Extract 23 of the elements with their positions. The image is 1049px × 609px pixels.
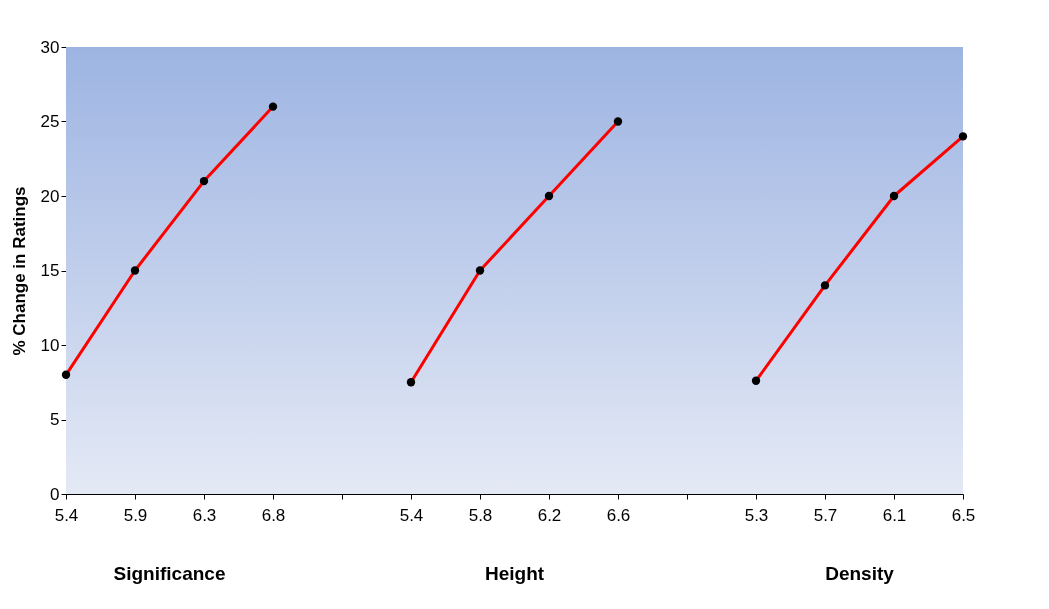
x-tick-label: 5.8 — [468, 505, 493, 525]
x-tick-label: 6.2 — [537, 505, 562, 525]
y-tick-label: 10 — [40, 335, 60, 355]
x-tick-label: 6.1 — [882, 505, 907, 525]
y-tick-label: 20 — [40, 186, 60, 206]
text: Density — [825, 563, 895, 584]
y-tick-label: 15 — [40, 261, 60, 280]
y-tick-label: 0 — [50, 484, 60, 504]
x-tick-label: 5.7 — [813, 505, 838, 525]
text: Height — [484, 563, 545, 584]
y-tick-label: 30 — [40, 37, 60, 57]
x-tick-label: 5.9 — [123, 505, 148, 525]
x-tick-label: 5.4 — [399, 505, 424, 525]
y-tick-label: 5 — [50, 410, 60, 429]
text: Significance — [113, 563, 226, 584]
x-tick-label: 6.5 — [951, 505, 976, 525]
x-tick-label: 5.3 — [744, 505, 769, 525]
y-axis-title: % Change in Ratings — [9, 186, 29, 356]
x-tick-label: 6.6 — [606, 505, 631, 525]
x-tick-label: 6.3 — [192, 505, 217, 525]
y-tick-label: 25 — [40, 112, 60, 131]
x-tick-label: 5.4 — [54, 505, 79, 525]
x-tick-label: 6.8 — [261, 505, 286, 525]
